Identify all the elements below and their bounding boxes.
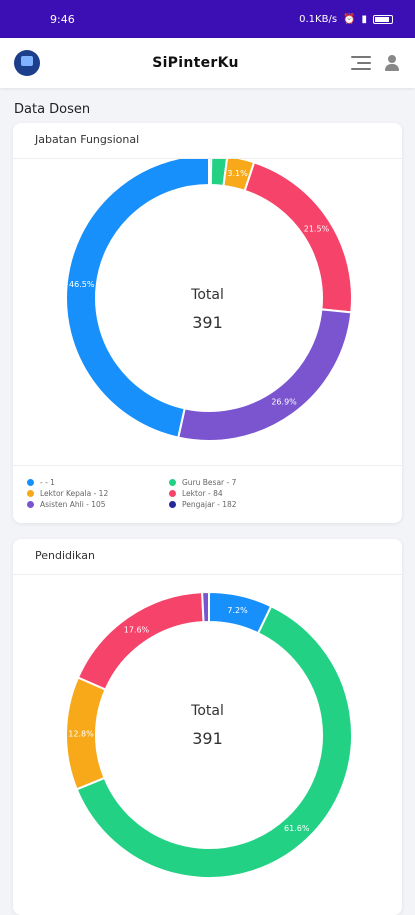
legend-item[interactable]: Asisten Ahli - 105 [27, 500, 167, 509]
net-speed: 0.1KB/s [299, 13, 338, 25]
donut-slice[interactable] [76, 591, 205, 691]
legend-color-dot [27, 501, 34, 508]
slice-percent-label: 7.2% [227, 606, 248, 615]
battery-icon [373, 14, 393, 24]
donut-slice[interactable] [201, 590, 210, 624]
legend-color-dot [169, 490, 176, 497]
status-icons: 0.1KB/s ⏰ ▮ [299, 14, 393, 25]
legend-color-dot [169, 501, 176, 508]
slice-percent-label: 3.1% [227, 169, 248, 178]
chart-center-label: Total [191, 287, 224, 303]
legend-item[interactable]: Lektor Kepala - 12 [27, 489, 167, 498]
signal-icon: ▮ [361, 13, 367, 25]
app-bar: SiPinterKu [0, 38, 415, 88]
card-title: Pendidikan [13, 539, 402, 575]
legend-label: - - 1 [40, 478, 55, 487]
legend-item[interactable]: Lektor - 84 [169, 489, 309, 498]
chart-card-jabatan: Jabatan Fungsional 3.1% 21.5% 26.9% 46.5% T… [13, 123, 402, 523]
legend-label: Pengajar - 182 [182, 500, 237, 509]
legend-color-dot [27, 479, 34, 486]
donut-chart-svg: 3.1% 21.5% 26.9% 46.5% [65, 159, 353, 442]
slice-percent-label: 61.6% [284, 824, 310, 833]
page-title: Data Dosen [14, 102, 91, 117]
chart-legend: - - 1 Guru Besar - 7 Lektor Kepala - 12 Lek… [13, 465, 402, 523]
slice-percent-label: 46.5% [69, 280, 95, 289]
slice-percent-label: 12.8% [68, 729, 94, 738]
slice-percent-label: 17.6% [124, 626, 150, 635]
menu-icon[interactable] [350, 56, 371, 70]
legend-color-dot [27, 490, 34, 497]
donut-chart-jabatan: 3.1% 21.5% 26.9% 46.5% Total 391 [13, 159, 402, 465]
chart-card-pendidikan: Pendidikan 7.2% 61.6% 12.8% 17.6% Total 391 [13, 539, 402, 915]
chart-center-value: 391 [192, 313, 223, 332]
slice-percent-label: 26.9% [271, 398, 297, 407]
donut-slice[interactable] [65, 159, 210, 439]
card-title: Jabatan Fungsional [13, 123, 402, 159]
chart-center-label: Total [191, 703, 224, 719]
donut-slice[interactable] [75, 604, 353, 879]
donut-chart-svg: 7.2% 61.6% 12.8% 17.6% [65, 590, 353, 879]
legend-item[interactable]: Pengajar - 182 [169, 500, 309, 509]
appbar-actions [350, 54, 401, 72]
legend-color-dot [169, 479, 176, 486]
legend-label: Lektor Kepala - 12 [40, 489, 109, 498]
legend-label: Lektor - 84 [182, 489, 223, 498]
legend-item[interactable]: Guru Besar - 7 [169, 478, 309, 487]
legend-item[interactable]: - - 1 [27, 478, 167, 487]
alarm-icon: ⏰ [343, 13, 356, 25]
legend-label: Guru Besar - 7 [182, 478, 237, 487]
status-bar: 9:46 0.1KB/s ⏰ ▮ [0, 0, 415, 38]
donut-chart-pendidikan: 7.2% 61.6% 12.8% 17.6% Total 391 [13, 575, 402, 915]
user-profile-icon[interactable] [383, 54, 401, 72]
chart-center-value: 391 [192, 729, 223, 748]
app-logo-icon [14, 50, 40, 76]
status-time: 9:46 [50, 12, 75, 26]
app-title: SiPinterKu [152, 55, 239, 71]
legend-label: Asisten Ahli - 105 [40, 500, 106, 509]
slice-percent-label: 21.5% [304, 224, 330, 233]
